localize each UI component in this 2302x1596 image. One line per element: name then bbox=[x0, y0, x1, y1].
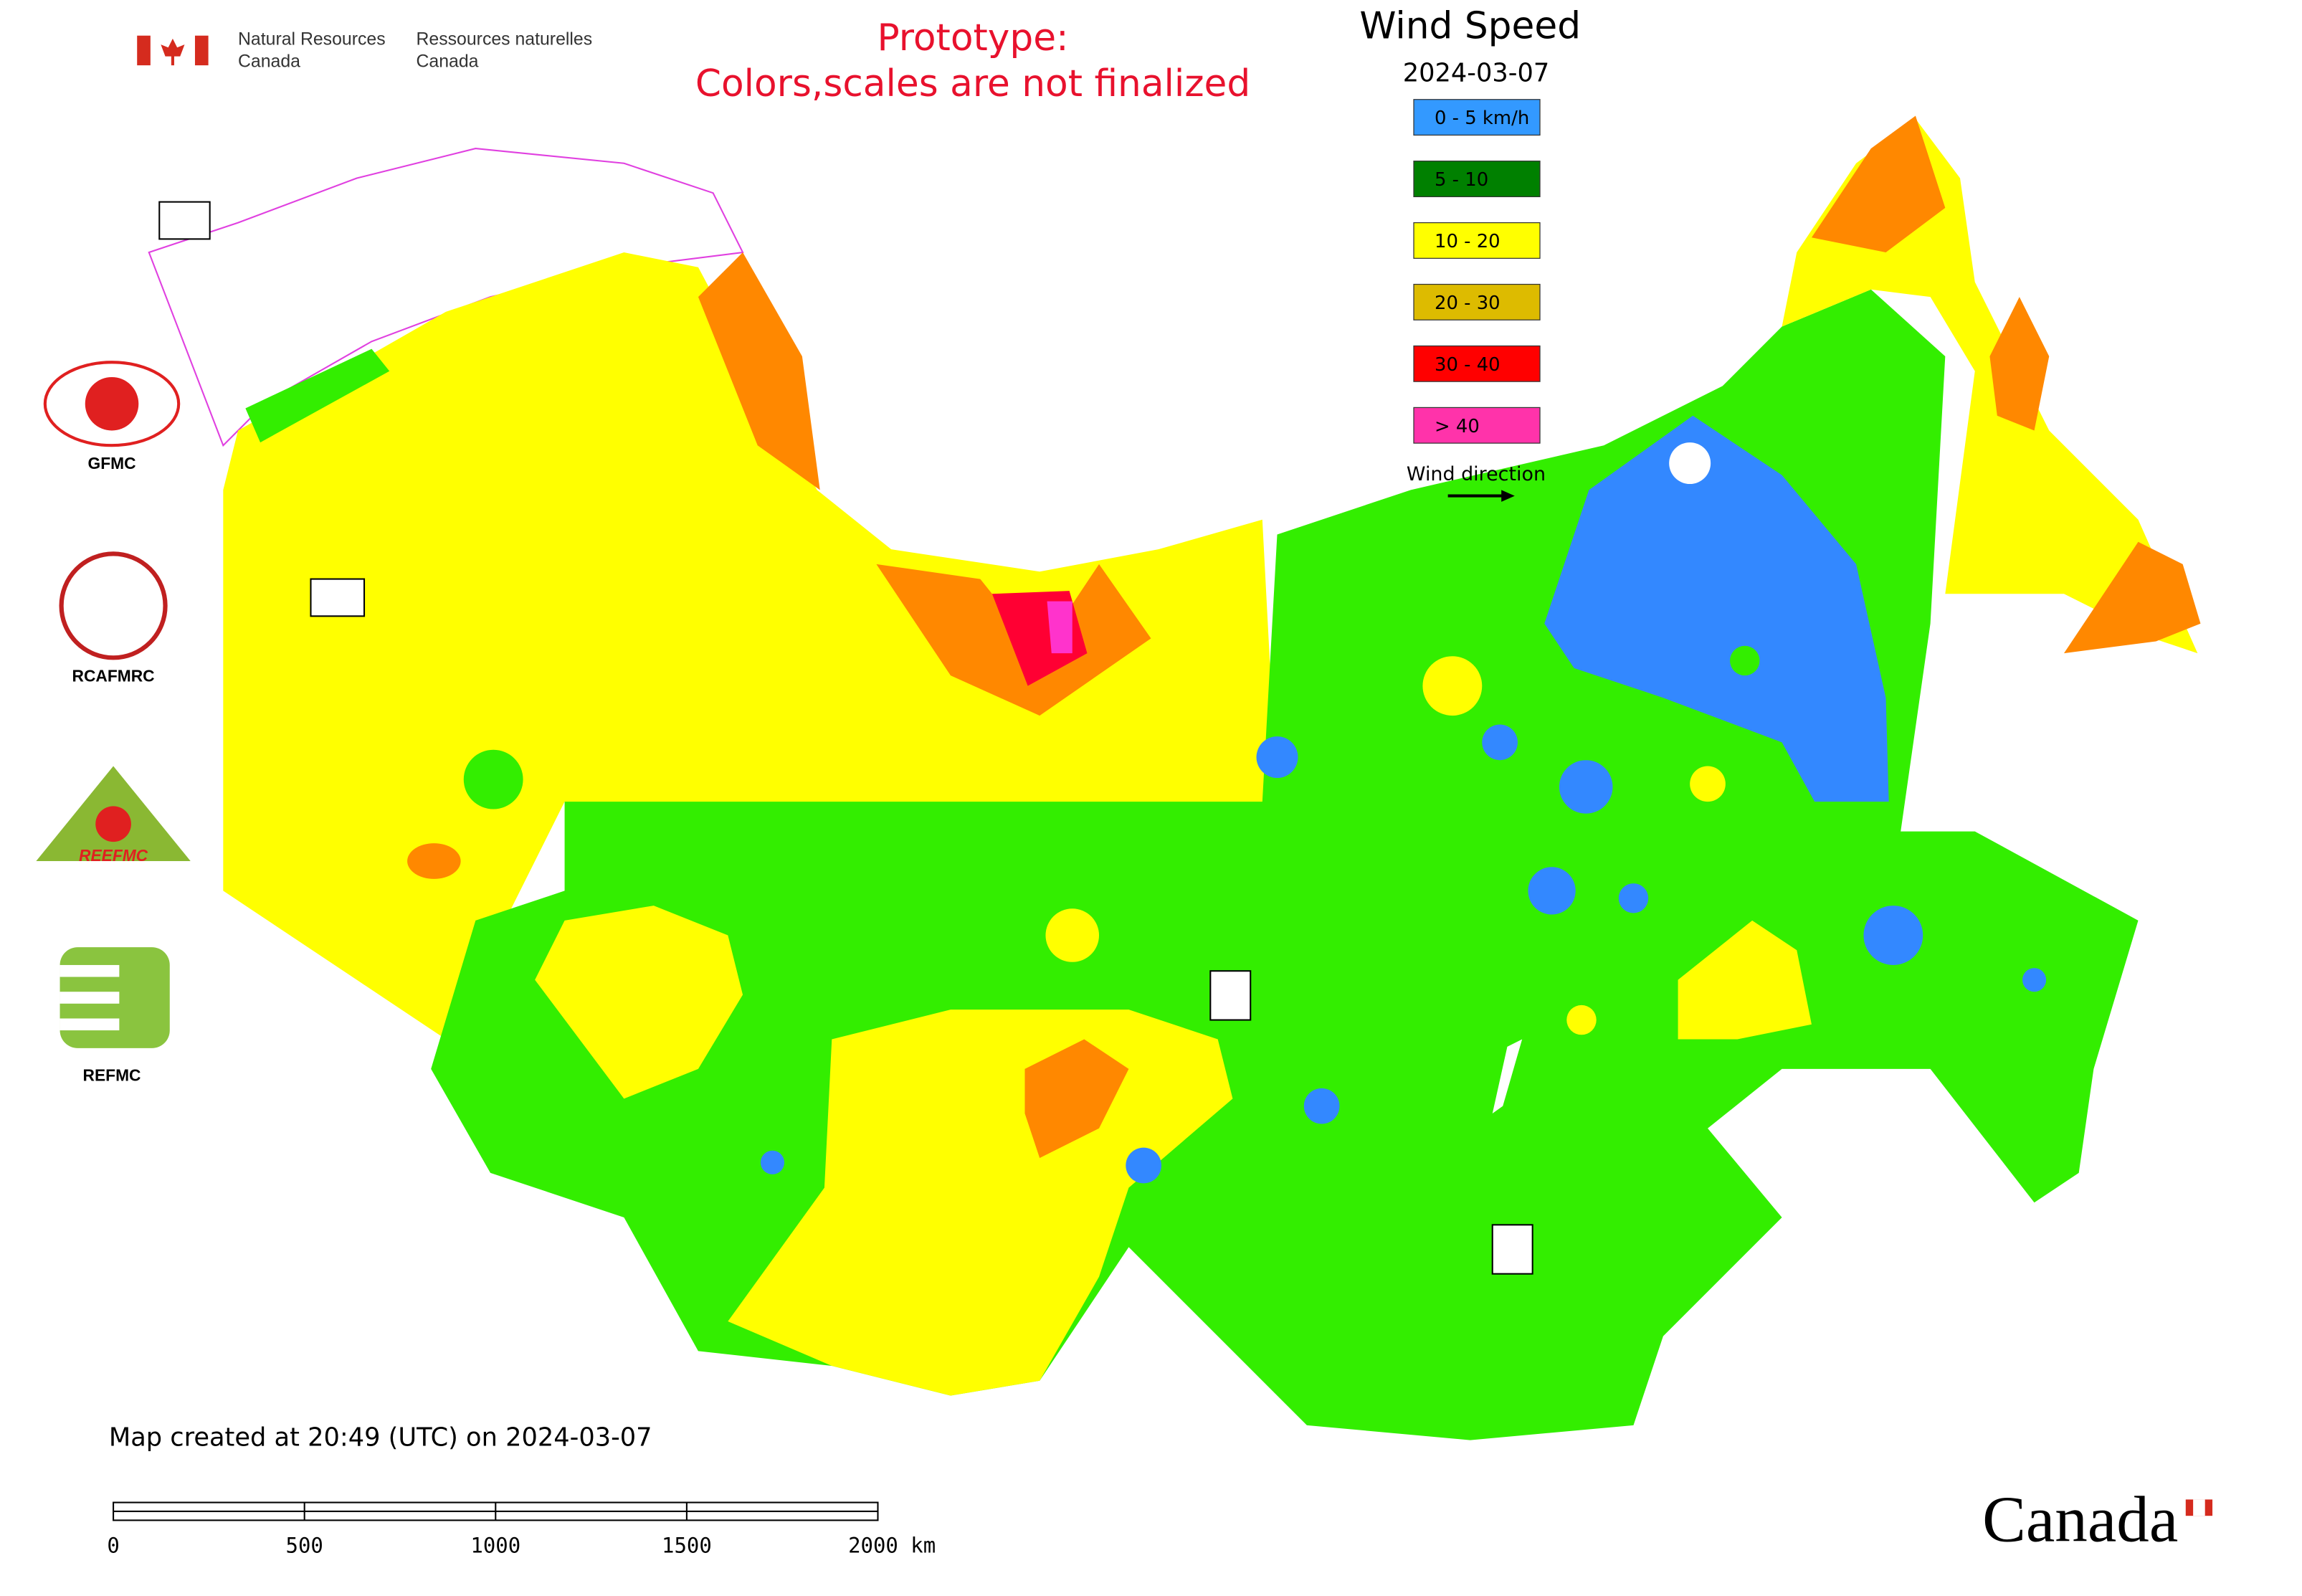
created-note: Map created at 20:49 (UTC) on 2024-03-07 bbox=[109, 1423, 652, 1453]
logo-reefmc bbox=[95, 806, 131, 842]
wordmark: Canada bbox=[1982, 1483, 2178, 1556]
zone-0-5 bbox=[760, 1150, 785, 1174]
zone-10-20 bbox=[1690, 766, 1726, 802]
zone-10-20 bbox=[1678, 920, 1812, 1040]
logo-text: REEFMC bbox=[79, 846, 148, 865]
zone-10-20 bbox=[1566, 1004, 1597, 1035]
lake bbox=[1492, 1039, 1523, 1114]
agency-fr: Ressources naturelles bbox=[417, 29, 593, 49]
zone-20-30 bbox=[698, 252, 820, 490]
legend-swatch bbox=[1413, 99, 1541, 136]
logo-gfmc bbox=[85, 376, 139, 431]
zone-0-5 bbox=[1544, 415, 1889, 802]
maple-leaf bbox=[161, 38, 185, 66]
agency-en: Natural Resources bbox=[238, 29, 386, 49]
legend-label: > 40 bbox=[1435, 416, 1480, 437]
scale-bar: 0 500 1000 1500 2000 km bbox=[107, 1501, 936, 1558]
zone-0-5 bbox=[1863, 906, 1923, 965]
flag-bar bbox=[137, 35, 151, 66]
legend-label: 0 - 5 km/h bbox=[1435, 108, 1529, 129]
agency-en: Canada bbox=[238, 52, 300, 72]
legend-label: 20 - 30 bbox=[1435, 293, 1500, 314]
wordmark-flag bbox=[2193, 1499, 2205, 1516]
zone-20-30 bbox=[2063, 541, 2201, 654]
zone-0-5 bbox=[1303, 1088, 1340, 1124]
zone-0-5 bbox=[2022, 968, 2047, 992]
zone-10-20 bbox=[1045, 908, 1100, 962]
logo-gfmc bbox=[43, 361, 181, 447]
canada-wordmark: Canada bbox=[1982, 1483, 2213, 1556]
partner-logos: GFMC RCAFMRC REEFMC REFMC bbox=[36, 361, 191, 1084]
legend-date: 2024-03-07 bbox=[1403, 59, 1550, 88]
zone-20-30 bbox=[1811, 115, 1946, 253]
legend-label: 10 - 20 bbox=[1435, 231, 1500, 252]
zone-20-30 bbox=[407, 843, 461, 879]
logo-rcafmrc bbox=[59, 551, 168, 660]
flag-bar bbox=[194, 35, 209, 66]
zone-0-5 bbox=[1482, 724, 1518, 761]
zone-10-20 bbox=[535, 906, 743, 1099]
legend-swatch bbox=[1413, 222, 1541, 259]
centre-marker bbox=[158, 201, 211, 240]
logo-label: RCAFMRC bbox=[72, 666, 155, 685]
map bbox=[148, 115, 2201, 1440]
logo-label: REFMC bbox=[83, 1065, 141, 1084]
zone-20-30 bbox=[1024, 1039, 1129, 1159]
zone-0-5 bbox=[1618, 883, 1649, 913]
no-data bbox=[1669, 442, 1711, 485]
legend-swatch bbox=[1413, 407, 1541, 444]
notice: Colors,scales are not finalized bbox=[695, 62, 1250, 105]
scale-label: 2000 km bbox=[848, 1534, 936, 1558]
scale-label: 1500 bbox=[662, 1534, 712, 1558]
zone-0-5-spots bbox=[760, 724, 2047, 1184]
legend-swatch bbox=[1413, 345, 1541, 382]
logo-refmc bbox=[60, 964, 120, 977]
zone-5-10 bbox=[245, 348, 390, 443]
zone-10-20 bbox=[223, 252, 1278, 1040]
zone-0-5 bbox=[1528, 867, 1576, 915]
scale-label: 1000 bbox=[470, 1534, 520, 1558]
legend-swatch bbox=[1413, 283, 1541, 320]
legend-label: 5 - 10 bbox=[1435, 169, 1488, 191]
logo-refmc bbox=[60, 1018, 120, 1031]
zone-5-10 bbox=[1730, 645, 1760, 676]
legend: Wind Speed 2024-03-07 Wind direction 0 -… bbox=[1359, 4, 1581, 502]
logo-label: GFMC bbox=[87, 454, 135, 472]
logo-refmc bbox=[60, 992, 120, 1004]
legend-label: 30 - 40 bbox=[1435, 354, 1500, 376]
zone-20-30 bbox=[1989, 297, 2050, 431]
notice: Prototype: bbox=[877, 16, 1068, 60]
direction-arrow-head bbox=[1501, 490, 1515, 502]
scale-label: 0 bbox=[107, 1534, 119, 1558]
centre-marker bbox=[1209, 970, 1252, 1021]
zone-0-5 bbox=[1559, 760, 1613, 814]
zone-over-40 bbox=[1047, 601, 1072, 654]
agency-signature: Natural Resources Canada Ressources natu… bbox=[137, 29, 593, 72]
zone-0-5 bbox=[1126, 1147, 1161, 1184]
zone-0-5 bbox=[1256, 736, 1298, 779]
legend-swatch bbox=[1413, 161, 1541, 197]
legend-title: Wind Speed bbox=[1359, 4, 1581, 47]
agency-fr: Canada bbox=[417, 52, 479, 72]
zone-10-20 bbox=[1422, 656, 1483, 716]
scale-label: 500 bbox=[286, 1534, 323, 1558]
centre-marker bbox=[1491, 1224, 1533, 1275]
centre-marker bbox=[310, 578, 366, 617]
zone-5-10 bbox=[463, 749, 523, 809]
direction-label: Wind direction bbox=[1407, 463, 1546, 485]
